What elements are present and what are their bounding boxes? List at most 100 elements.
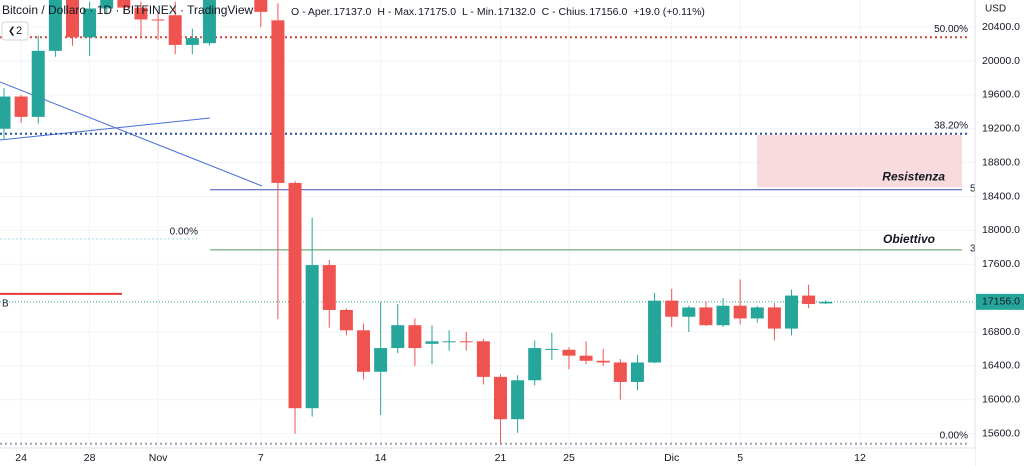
ohlc-value: 17175.0 <box>418 6 456 18</box>
candle-body <box>785 295 799 329</box>
ohlc-label: H - Max. <box>377 6 417 18</box>
chevron: ❮ <box>8 25 16 36</box>
y-tick-label: 16800.0 <box>982 326 1020 338</box>
candle-body <box>579 355 593 361</box>
candle-body <box>750 307 764 319</box>
candle-body <box>511 380 525 420</box>
candle-body <box>305 265 319 409</box>
x-tick-label: 25 <box>563 452 575 464</box>
x-tick-label: 24 <box>15 452 27 464</box>
x-tick-label: 28 <box>84 452 96 464</box>
interval-button[interactable] <box>1 21 29 41</box>
candle-body <box>100 0 114 9</box>
candle-body <box>31 50 45 117</box>
y-tick-label: 18000.0 <box>982 224 1020 236</box>
candles <box>0 0 975 444</box>
target-label: Obiettivo <box>883 232 935 246</box>
fib-label: 50.00% <box>934 24 968 35</box>
time-axis <box>0 448 975 466</box>
fib-label: 38.20% <box>934 120 968 131</box>
candle-body <box>168 15 182 45</box>
axis-unit: USD <box>985 4 1006 15</box>
y-tick-label: 19200.0 <box>982 123 1020 135</box>
candle-body <box>442 341 456 343</box>
candle-body <box>151 19 165 21</box>
ohlc-value: +19.0 (+0.11%) <box>633 6 705 18</box>
horizontal-line-label: B <box>2 299 9 310</box>
candle-body <box>271 20 285 183</box>
candle-body <box>339 309 353 331</box>
axes: 15600.0 16000.0 16400.0 16800.0 17600.0 18000… <box>15 21 1024 464</box>
x-tick-label: 14 <box>375 452 387 464</box>
candle-body <box>48 0 62 51</box>
candle-body <box>425 341 439 344</box>
x-tick-label: Nov <box>149 452 168 464</box>
candle-body <box>665 300 679 317</box>
candle-body <box>596 360 610 363</box>
header: Bitcoin / Dollaro · 1D · BITFINEX · Trad… <box>2 3 705 18</box>
interval-button-label[interactable]: 2 <box>16 25 22 37</box>
candle-body <box>613 362 627 382</box>
y-tick-label: 20000.0 <box>982 55 1020 67</box>
candle-body <box>0 96 11 129</box>
candle-body <box>716 305 730 326</box>
candle-body <box>14 96 28 117</box>
candle-body <box>562 349 576 356</box>
fib-label: 0.00% <box>940 430 968 441</box>
x-tick-label: 5 <box>737 452 743 464</box>
candle-body <box>185 38 199 45</box>
zone-label: Resistenza <box>882 169 945 183</box>
ohlc-label: O - Aper. <box>291 6 332 18</box>
price-axis <box>975 0 1024 466</box>
candle-body <box>767 307 781 329</box>
ohlc-label: C - Chius. <box>542 6 589 18</box>
ohlc-value: 17132.0 <box>498 6 536 18</box>
candle-body <box>733 305 747 319</box>
y-tick-label: 16400.0 <box>982 360 1020 372</box>
candle-body <box>459 341 473 343</box>
y-tick-label: 16000.0 <box>982 394 1020 406</box>
ohlc-value: 17156.0 <box>589 6 627 18</box>
price-tag <box>976 293 1024 310</box>
candle-body <box>682 307 696 317</box>
candle-body <box>819 301 833 304</box>
ohlc-label: L - Min. <box>462 6 497 18</box>
y-tick-label: 20400.0 <box>982 21 1020 33</box>
y-tick-label: 18800.0 <box>982 156 1020 168</box>
candle-body <box>648 300 662 363</box>
candle-body <box>493 376 507 420</box>
x-tick-label: 21 <box>495 452 507 464</box>
resistance-zone <box>757 134 962 188</box>
ohlc-value: 17137.0 <box>333 6 371 18</box>
x-tick-label: Dic <box>664 452 679 464</box>
candle-body <box>802 295 816 305</box>
x-tick-label: 12 <box>854 452 866 464</box>
candle-body <box>374 348 388 372</box>
trend-line <box>0 117 211 141</box>
candle-body <box>630 362 644 382</box>
grid <box>0 0 975 448</box>
candle-body <box>699 307 713 326</box>
candle-body <box>117 0 131 8</box>
candle-body <box>476 341 490 377</box>
drawings: Resistenza 50.00% 38.20% 0.00% 0.00% 5 3 B Obiet… <box>0 24 976 445</box>
x-tick-label: 7 <box>258 452 264 464</box>
candle-body <box>545 348 559 350</box>
candle-body <box>357 330 371 372</box>
y-tick-label: 17600.0 <box>982 258 1020 270</box>
horizontal-line-label: 5 <box>970 183 976 194</box>
candle-body <box>322 265 336 310</box>
candle-body <box>83 8 97 38</box>
horizontal-line-label: 3 <box>970 243 976 254</box>
candle-body <box>65 0 79 38</box>
candle-body <box>408 325 422 349</box>
candle-body <box>288 182 302 409</box>
y-tick-label: 15600.0 <box>982 427 1020 439</box>
faint-level-label: 0.00% <box>170 226 198 237</box>
price-tag-label: 17156.0 <box>982 296 1020 308</box>
candle-body <box>134 7 148 20</box>
y-tick-label: 19600.0 <box>982 89 1020 101</box>
chart-title: Bitcoin / Dollaro · 1D · BITFINEX · Trad… <box>2 3 254 17</box>
candle-body <box>391 325 405 349</box>
